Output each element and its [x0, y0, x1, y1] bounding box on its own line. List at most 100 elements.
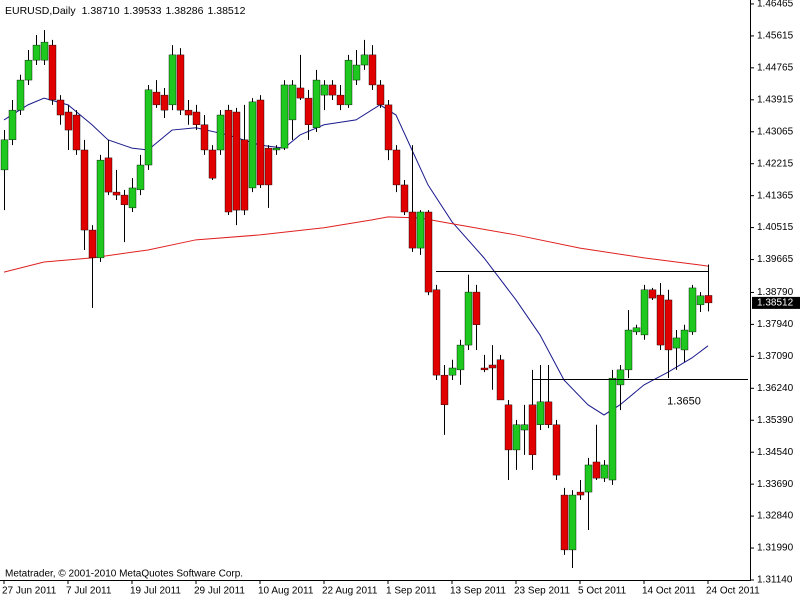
candle-body — [64, 111, 73, 131]
candle-body — [144, 89, 153, 166]
candle-body — [512, 424, 521, 451]
quote-low: 1.38286 — [166, 5, 204, 17]
candle-body — [632, 327, 641, 333]
quote-open: 1.38710 — [82, 5, 120, 17]
candle-body — [504, 404, 513, 451]
candle-body — [200, 124, 209, 151]
candle-body — [424, 211, 433, 293]
current-price-box — [752, 296, 800, 309]
symbol: EURUSD,Daily — [5, 5, 76, 17]
y-tick-label: 1.36240 — [757, 383, 794, 394]
candle-body — [392, 149, 401, 186]
x-tick-label: 5 Oct 2011 — [578, 586, 627, 597]
x-tick-label: 7 Jul 2011 — [66, 586, 112, 597]
candle-body — [304, 97, 313, 125]
candle-body — [48, 44, 57, 101]
chart-header: EURUSD,Daily 1.38710 1.39533 1.38286 1.38512 — [5, 5, 246, 17]
x-tick-label: 22 Aug 2011 — [322, 586, 378, 597]
candle-body — [648, 289, 657, 299]
x-tick-label: 13 Sep 2011 — [450, 586, 506, 597]
candle-body — [40, 41, 49, 61]
candle-body — [160, 94, 169, 111]
moving-average — [3, 97, 709, 416]
candle-body — [272, 147, 281, 151]
candle-body — [688, 287, 697, 333]
candle-body — [568, 494, 577, 551]
candle-body — [680, 329, 689, 351]
candle-body — [288, 84, 297, 121]
candle-body — [216, 114, 225, 151]
candle-body — [352, 64, 361, 81]
candle-body — [0, 139, 9, 171]
candle-body — [224, 109, 233, 213]
y-tick-label: 1.43915 — [757, 94, 794, 105]
candle-body — [472, 291, 481, 325]
y-tick-label: 1.33690 — [757, 479, 794, 490]
y-tick-label: 1.44765 — [757, 62, 794, 73]
x-tick-label: 24 Oct 2011 — [706, 586, 760, 597]
candle-body — [464, 291, 473, 346]
candle-body — [552, 424, 561, 476]
candle-body — [480, 367, 489, 371]
y-tick-label: 1.38790 — [757, 287, 794, 298]
level-label: 1.3650 — [667, 395, 701, 407]
candle-body — [328, 84, 337, 96]
candle-body — [104, 157, 113, 193]
candle-body — [384, 104, 393, 151]
candle-body — [656, 294, 665, 346]
y-tick-label: 1.43065 — [757, 126, 794, 137]
candle-body — [56, 99, 65, 116]
candle-body — [176, 54, 185, 111]
y-tick-label: 1.31140 — [757, 575, 793, 586]
candle-body — [664, 299, 673, 351]
y-tick-label: 1.40515 — [757, 222, 794, 233]
candle-body — [536, 401, 545, 425]
candle-body — [608, 377, 617, 481]
candle-body — [24, 59, 33, 81]
candle-body — [696, 295, 705, 306]
x-tick-label: 29 Jul 2011 — [194, 586, 245, 597]
x-tick-label: 1 Sep 2011 — [386, 586, 437, 597]
candle-body — [704, 295, 713, 304]
y-tick-label: 1.39665 — [757, 254, 794, 265]
candle-body — [240, 139, 249, 211]
y-tick-label: 1.35390 — [757, 415, 794, 426]
y-tick-label: 1.45615 — [757, 31, 794, 42]
y-tick-label: 1.34540 — [757, 447, 794, 458]
candle-body — [344, 59, 353, 106]
candle-body — [96, 159, 105, 259]
candle-body — [488, 364, 497, 369]
candle-body — [496, 359, 505, 401]
candle-body — [296, 87, 305, 99]
candle-body — [544, 401, 553, 425]
y-tick-label: 1.37090 — [757, 351, 794, 362]
candle-body — [136, 164, 145, 191]
quote-close: 1.38512 — [208, 5, 246, 17]
candle-body — [672, 337, 681, 349]
candle-body — [368, 54, 377, 86]
candle-body — [448, 367, 457, 376]
candle-body — [248, 101, 257, 189]
candle-body — [624, 329, 633, 371]
candle-body — [208, 149, 217, 179]
candle-body — [560, 494, 569, 551]
candle-body — [232, 111, 241, 211]
candle-body — [112, 191, 121, 196]
candle-body — [192, 111, 201, 125]
candle-body — [184, 109, 193, 116]
candle-body — [528, 404, 537, 456]
candle-body — [600, 464, 609, 479]
y-tick-label: 1.42215 — [757, 158, 794, 169]
candle-body — [440, 374, 449, 406]
candle-body — [120, 194, 129, 206]
y-tick-label: 1.37940 — [757, 319, 794, 330]
candle-body — [128, 187, 137, 209]
x-tick-label: 19 Jul 2011 — [130, 586, 181, 597]
candle-body — [592, 461, 601, 479]
x-tick-label: 14 Oct 2011 — [642, 586, 696, 597]
candle-body — [520, 424, 529, 431]
y-tick-label: 1.31990 — [757, 543, 794, 554]
candle-body — [16, 79, 25, 111]
